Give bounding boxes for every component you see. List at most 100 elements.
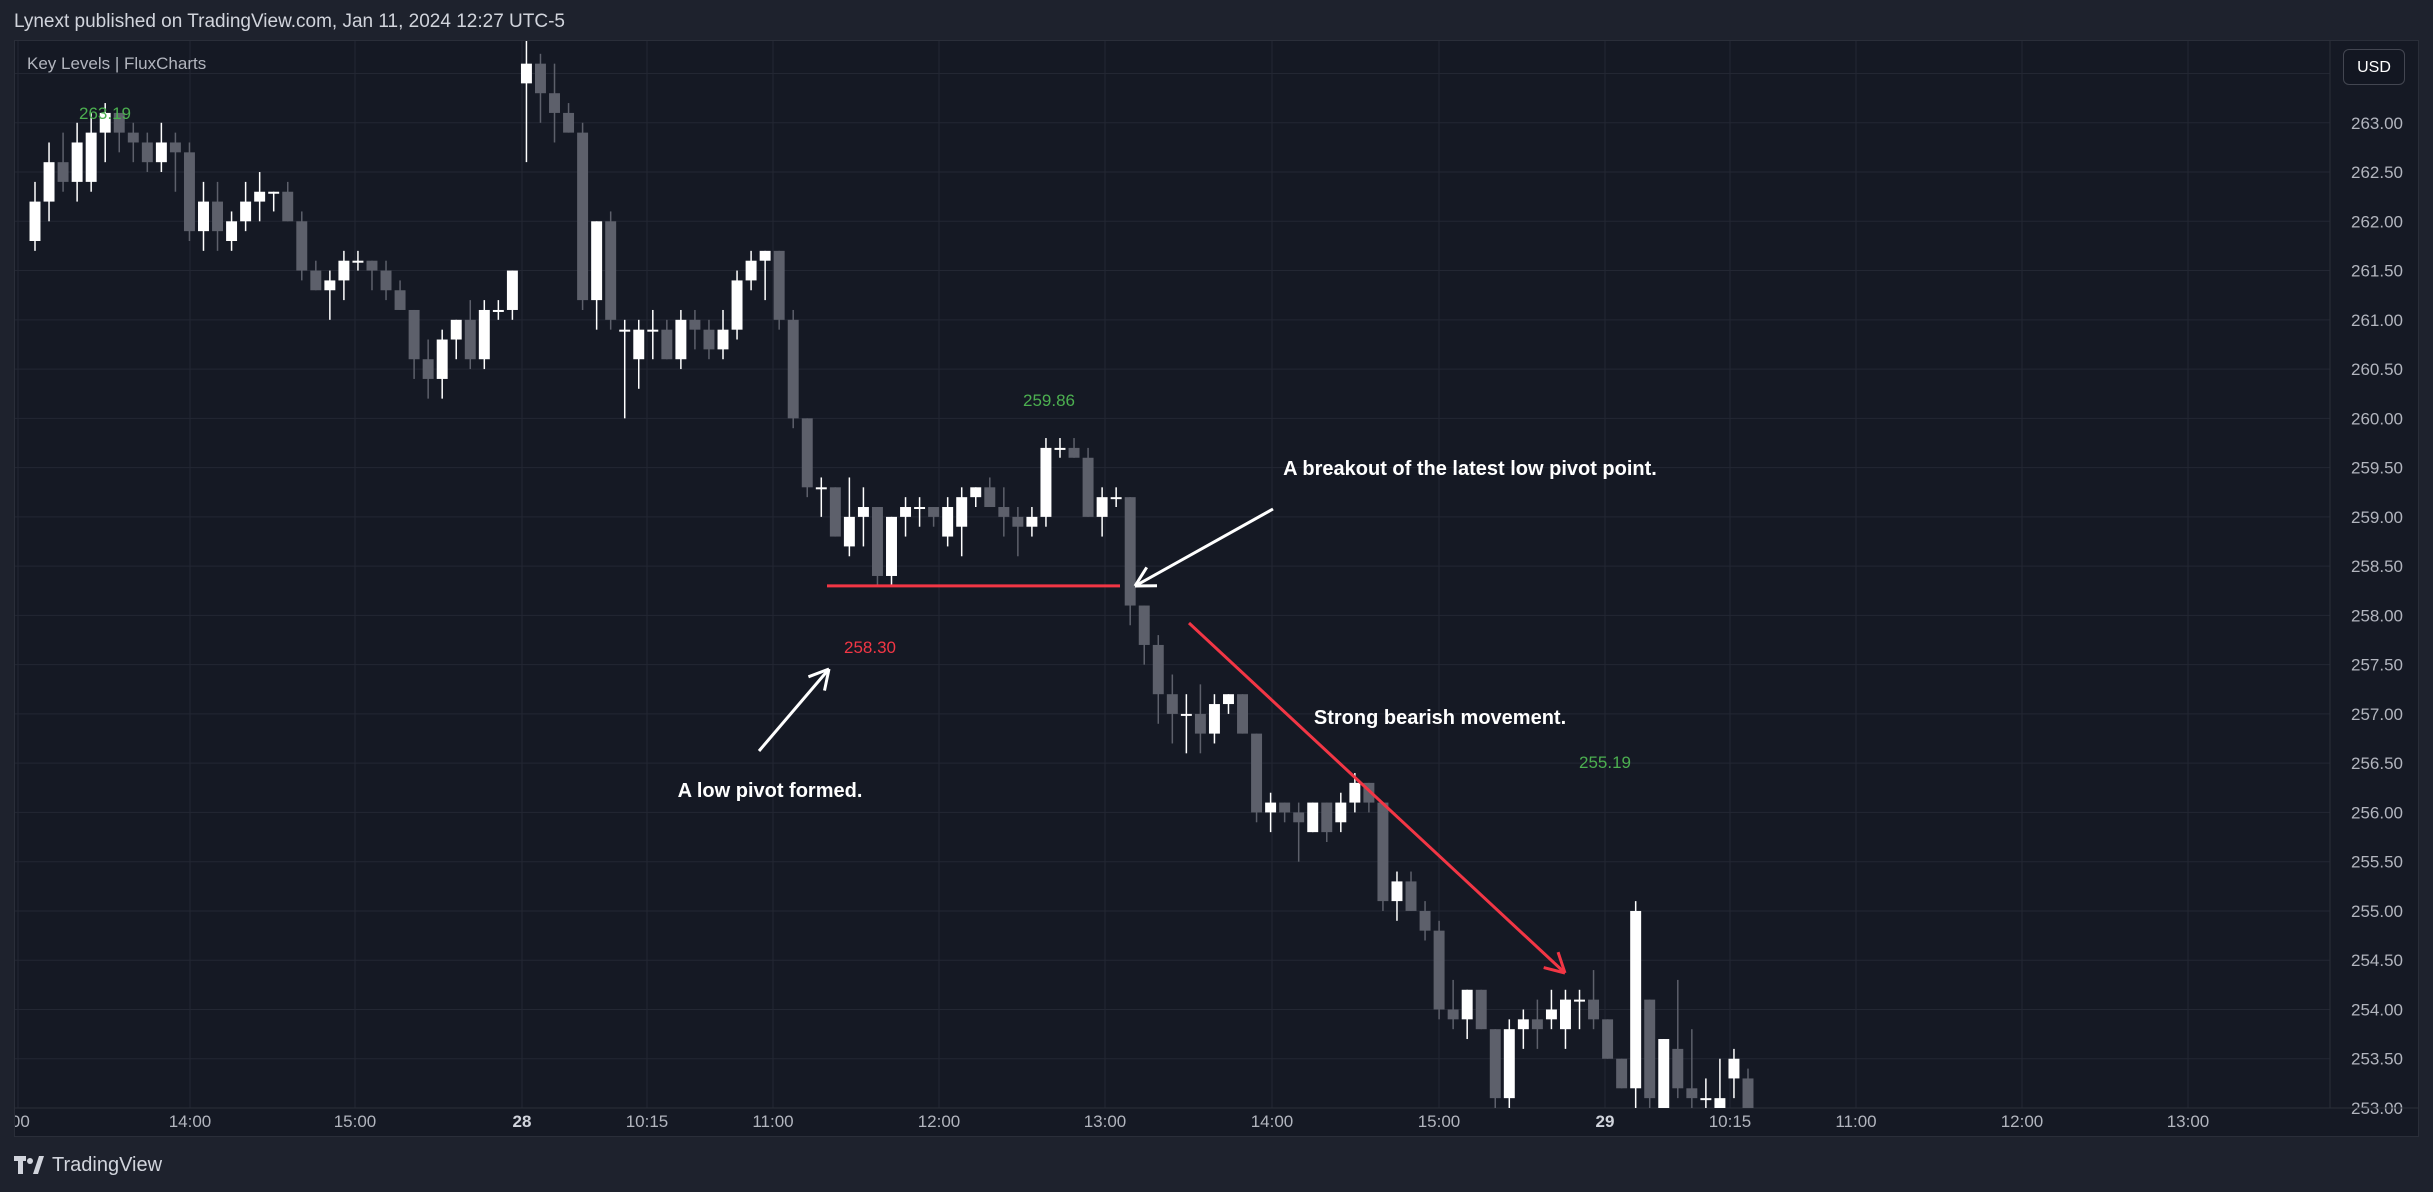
candle-body [577, 132, 589, 301]
candle-body [99, 112, 111, 133]
publish-info: Lynext published on TradingView.com, Jan… [14, 11, 565, 32]
bearish-arrow [1187, 621, 1567, 975]
y-tick-label: 259.50 [2351, 459, 2403, 478]
x-tick-label: 14:00 [1251, 1112, 1294, 1131]
candle-body [1110, 497, 1122, 500]
candle-body [1686, 1088, 1698, 1099]
candle-body [366, 260, 378, 271]
candle-body [1237, 694, 1249, 734]
candle-body [984, 487, 996, 508]
candle-body [900, 507, 912, 517]
candles [29, 41, 1754, 1108]
x-tick-label: 15:00 [1418, 1112, 1461, 1131]
candle-body [787, 319, 799, 419]
candle-body [324, 280, 336, 291]
y-tick-label: 262.50 [2351, 163, 2403, 182]
candle-body [506, 270, 518, 310]
tradingview-brand-text: TradingView [52, 1154, 163, 1176]
y-tick-label: 258.50 [2351, 557, 2403, 576]
candle-body [338, 260, 350, 281]
candle-body [1489, 1029, 1501, 1099]
candle-body [1503, 1029, 1515, 1099]
tradingview-brand[interactable]: TradingView [14, 1152, 162, 1178]
annotation-text: A breakout of the latest low pivot point… [1283, 458, 1657, 480]
candle-body [1040, 447, 1052, 517]
candle-body [198, 201, 209, 232]
candle-body [29, 201, 41, 242]
candle-body [1630, 910, 1642, 1089]
y-tick-label: 259.00 [2351, 508, 2403, 527]
candle-body [563, 112, 575, 133]
candle-body [675, 319, 687, 360]
candle-body [1433, 930, 1445, 1010]
y-tick-label: 256.00 [2351, 803, 2403, 822]
candle-body [970, 487, 982, 498]
candle-body [1082, 457, 1094, 517]
candle-body [1251, 733, 1263, 813]
candle-body [1012, 516, 1024, 527]
candle-body [647, 329, 659, 332]
candle-body [1363, 782, 1375, 803]
candle-body [1124, 497, 1136, 606]
candle-body [169, 142, 181, 153]
candle-body [464, 319, 476, 360]
candle-body [1138, 605, 1150, 645]
candle-body [605, 221, 617, 320]
level-label-high: 259.86 [1023, 391, 1075, 410]
y-tick-label: 257.50 [2351, 656, 2403, 675]
annotation-text: A low pivot formed. [678, 780, 863, 802]
x-tick-label: 13:00 [1084, 1112, 1127, 1131]
candle-body [1307, 802, 1319, 833]
candle-body [1559, 999, 1571, 1030]
candle-body [422, 359, 434, 379]
candle-body [717, 329, 729, 350]
x-tick-label: :00 [15, 1112, 30, 1131]
overlays: 263.19 259.86 258.30 255.19 A low pivot form… [79, 104, 1657, 975]
candle-body [1644, 999, 1656, 1099]
candle-body [1616, 1058, 1628, 1089]
candlestick-chart[interactable]: 253.00253.50254.00254.50255.00255.50256.… [15, 41, 2419, 1137]
indicator-label[interactable]: Key Levels | FluxCharts [27, 54, 207, 73]
y-tick-label: 263.00 [2351, 114, 2403, 133]
candle-body [689, 319, 701, 330]
candle-body [1531, 1019, 1543, 1030]
breakout-arrow-head [1133, 566, 1148, 587]
candle-body [1265, 802, 1277, 813]
candle-body [843, 516, 855, 547]
level-label-high: 255.19 [1579, 753, 1631, 772]
y-tick-label: 255.50 [2351, 853, 2403, 872]
candle-body [296, 221, 308, 271]
candle-body [549, 93, 560, 113]
y-tick-label: 261.00 [2351, 311, 2403, 330]
y-tick-label: 254.50 [2351, 951, 2403, 970]
chart-panel[interactable]: 253.00 253.50 254.00 254.50 255.00 255.50 256.… [14, 40, 2419, 1137]
candle-body [141, 142, 153, 163]
candle-body [1475, 989, 1487, 1030]
candle-body [282, 191, 294, 222]
candle-body [1068, 447, 1080, 458]
x-tick-label: 13:00 [2167, 1112, 2210, 1131]
candle-body [1293, 812, 1305, 823]
chart-background [15, 41, 2418, 1136]
x-tick-label: 29 [1596, 1112, 1615, 1131]
x-tick-label: 11:00 [1835, 1112, 1876, 1131]
candle-body [1026, 516, 1038, 527]
candle-body [1223, 694, 1234, 705]
candle-body [1588, 999, 1600, 1020]
currency-button[interactable]: USD [2343, 49, 2405, 85]
candle-body [661, 329, 673, 360]
low-pivot-arrow-head [807, 667, 830, 679]
level-label-low: 258.30 [844, 638, 896, 657]
bearish-arrow-head [1556, 951, 1567, 974]
candle-body [1545, 1009, 1557, 1020]
candle-body [857, 507, 869, 517]
candle-body [886, 516, 897, 576]
candle-body [1742, 1078, 1754, 1108]
low-pivot-arrow-head [823, 668, 831, 691]
x-tick-label: 12:00 [918, 1112, 961, 1131]
candle-body [1054, 447, 1066, 450]
tradingview-logo-icon [14, 1156, 44, 1174]
y-tick-label: 260.00 [2351, 409, 2403, 428]
candle-body [942, 507, 954, 537]
bearish-arrow-head [1543, 966, 1566, 975]
